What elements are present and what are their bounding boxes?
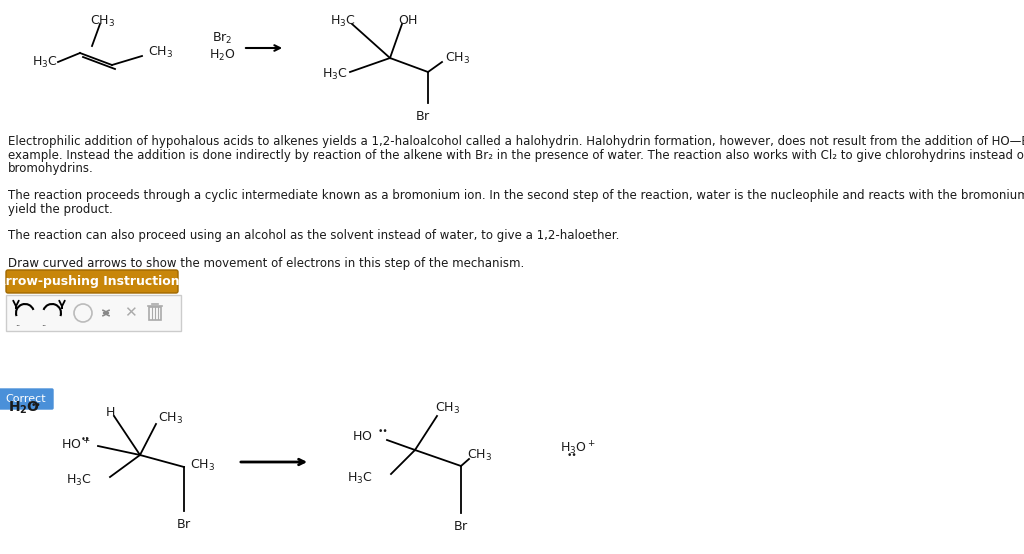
FancyBboxPatch shape [0,389,53,409]
Text: $\mathregular{Br}$: $\mathregular{Br}$ [453,520,469,533]
Text: The reaction proceeds through a cyclic intermediate known as a bromonium ion. In: The reaction proceeds through a cyclic i… [8,189,1024,202]
Text: ..: .. [15,320,20,329]
Text: $\mathregular{H_3C}$: $\mathregular{H_3C}$ [32,54,57,70]
Text: $\mathregular{H_3C}$: $\mathregular{H_3C}$ [67,473,92,488]
Text: $\mathregular{CH_3}$: $\mathregular{CH_3}$ [435,401,460,416]
Text: Arrow-pushing Instructions: Arrow-pushing Instructions [0,275,187,288]
Text: ..: .. [41,320,47,329]
Text: Electrophilic addition of hypohalous acids to alkenes yields a 1,2-haloalcohol c: Electrophilic addition of hypohalous aci… [8,135,1024,148]
FancyBboxPatch shape [6,270,178,293]
Text: $\mathregular{HO}$: $\mathregular{HO}$ [352,429,373,443]
Text: yield the product.: yield the product. [8,203,113,216]
Text: ••: •• [378,428,388,437]
Text: $\mathregular{CH_3}$: $\mathregular{CH_3}$ [445,50,470,65]
Text: Correct: Correct [6,394,46,404]
Text: $\mathregular{CH_3}$: $\mathregular{CH_3}$ [158,411,183,425]
Text: $\mathregular{H}$: $\mathregular{H}$ [104,406,115,418]
Text: $\mathregular{CH_3}$: $\mathregular{CH_3}$ [148,44,173,59]
Text: $\mathregular{H_2O}$: $\mathregular{H_2O}$ [8,400,40,417]
Text: ••: •• [80,434,90,444]
Text: bromohydrins.: bromohydrins. [8,162,94,175]
Text: ••: •• [31,402,42,411]
Text: $\mathregular{CH_3}$: $\mathregular{CH_3}$ [190,458,215,473]
FancyBboxPatch shape [150,307,161,320]
Text: $\mathregular{H_3O^+}$: $\mathregular{H_3O^+}$ [560,439,596,456]
Text: $\mathregular{HO^+}$: $\mathregular{HO^+}$ [60,437,90,453]
Text: $\mathregular{H_3C}$: $\mathregular{H_3C}$ [322,66,347,81]
Text: $\mathregular{H_2O}$: $\mathregular{H_2O}$ [209,48,236,63]
Text: $\mathregular{Br}$: $\mathregular{Br}$ [415,110,431,123]
Text: $\mathregular{CH_3}$: $\mathregular{CH_3}$ [90,14,116,29]
Text: $\mathregular{H_3C}$: $\mathregular{H_3C}$ [330,14,355,29]
Text: ••: •• [566,452,578,460]
FancyBboxPatch shape [6,295,181,331]
Text: example. Instead the addition is done indirectly by reaction of the alkene with : example. Instead the addition is done in… [8,148,1024,162]
Text: $\mathregular{Br}$: $\mathregular{Br}$ [176,518,191,531]
Text: Draw curved arrows to show the movement of electrons in this step of the mechani: Draw curved arrows to show the movement … [8,257,524,269]
Text: $\mathregular{CH_3}$: $\mathregular{CH_3}$ [467,448,493,463]
Text: $\mathregular{OH}$: $\mathregular{OH}$ [398,14,418,27]
Text: The reaction can also proceed using an alcohol as the solvent instead of water, : The reaction can also proceed using an a… [8,229,620,243]
Text: $\mathregular{H_3C}$: $\mathregular{H_3C}$ [347,470,373,485]
Text: $\mathregular{Br_2}$: $\mathregular{Br_2}$ [212,30,232,45]
Text: ✕: ✕ [124,305,136,321]
